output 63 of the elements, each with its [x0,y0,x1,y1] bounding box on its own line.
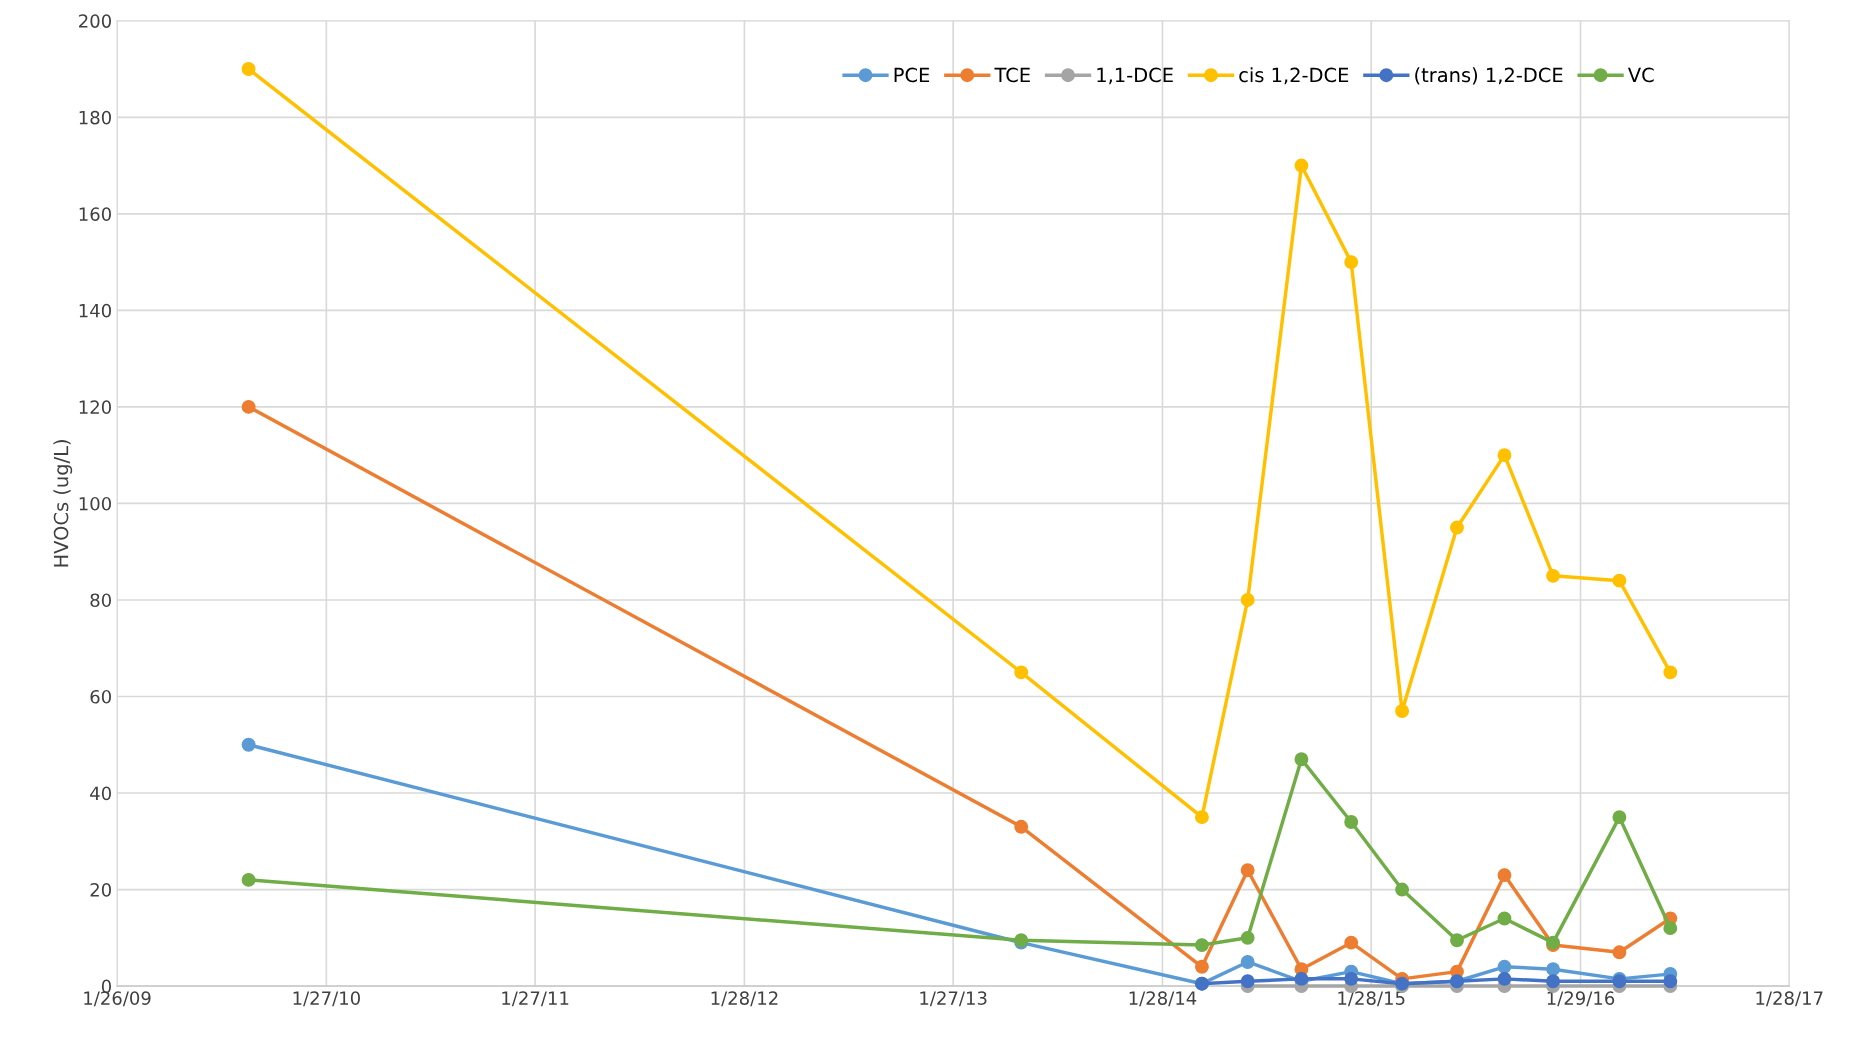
point [1194,959,1209,974]
point [1497,971,1512,986]
legend-label: cis 1,2-DCE [1239,67,1349,85]
point [1450,933,1464,948]
point [1240,955,1255,969]
x-tick-label: 1/28/14 [1129,991,1197,1007]
point [1344,971,1359,986]
point [1395,704,1410,718]
point [1294,752,1309,767]
point [1450,520,1464,535]
y-tick-label: 60 [90,689,111,704]
point [1344,935,1359,950]
y-tick-label: 40 [90,786,111,801]
point [1497,448,1512,463]
point [1663,974,1678,989]
point [1663,665,1678,680]
x-tick-label: 1/27/10 [293,991,360,1007]
point [241,399,256,414]
point [1395,882,1410,897]
legend-label: (trans) 1,2-DCE [1415,67,1563,85]
y-tick-label: 140 [79,303,111,318]
legend-label: PCE [894,67,930,83]
point [1612,810,1627,825]
point [1497,868,1512,883]
legend-label: 1,1-DCE [1097,67,1173,85]
y-axis-title: HVOCs (ug/L) [53,440,73,567]
point [241,872,256,887]
point [1194,938,1209,953]
y-tick-label: 180 [79,110,111,125]
legend-label: VC [1627,67,1654,83]
x-tick-label: 1/27/11 [502,991,569,1007]
point [241,62,256,76]
point [241,737,256,752]
point [1546,962,1561,977]
point [1014,819,1029,834]
x-tick-label: 1/28/12 [711,991,778,1007]
point [1344,255,1359,270]
y-tick-label: 100 [79,496,111,511]
point [1240,593,1255,607]
x-tick-label: 1/27/13 [920,991,987,1007]
point [1014,665,1029,680]
point [1663,921,1678,936]
y-tick-label: 80 [90,593,111,608]
point [1612,573,1627,588]
y-tick-label: 120 [79,400,111,415]
point [1497,911,1512,926]
point [1240,974,1255,989]
x-tick-label: 1/28/15 [1338,991,1405,1007]
point [1294,158,1309,173]
x-tick-label: 1/28/17 [1756,991,1823,1007]
y-tick-label: 200 [79,14,111,28]
point [1546,568,1561,583]
point [1612,945,1627,960]
legend-label: TCE [994,67,1030,83]
y-tick-label: 20 [90,883,111,897]
point [1546,974,1561,989]
point [1194,810,1209,825]
point [1240,930,1255,945]
point [1497,959,1512,974]
point [1344,815,1359,829]
point [1240,863,1255,878]
x-tick-label: 1/29/16 [1547,991,1615,1007]
y-tick-label: 160 [79,207,111,221]
